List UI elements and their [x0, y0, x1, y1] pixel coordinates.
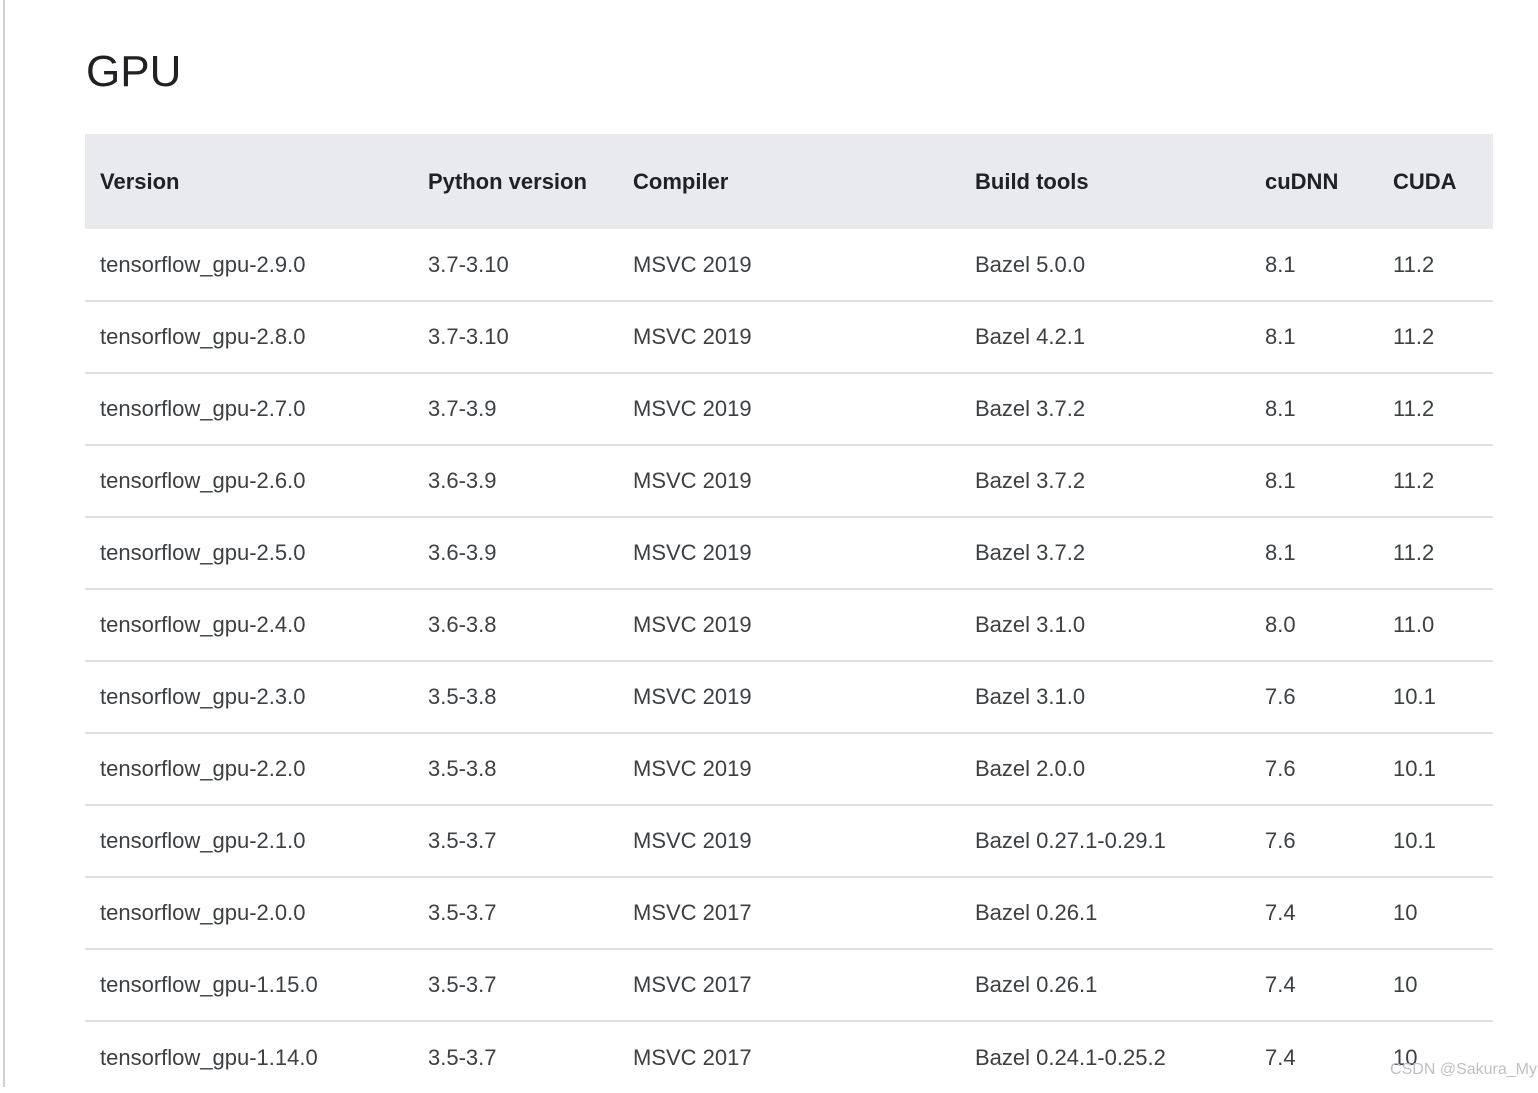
column-header-build-tools: Build tools: [960, 134, 1250, 229]
cell-cuda: 11.0: [1378, 589, 1493, 661]
cell-build-tools: Bazel 3.7.2: [960, 445, 1250, 517]
column-header-cuda: CUDA: [1378, 134, 1493, 229]
cell-build-tools: Bazel 3.7.2: [960, 373, 1250, 445]
cell-version: tensorflow_gpu-1.15.0: [85, 949, 413, 1021]
cell-cudnn: 7.4: [1250, 1021, 1378, 1093]
cell-version: tensorflow_gpu-2.2.0: [85, 733, 413, 805]
cell-version: tensorflow_gpu-2.0.0: [85, 877, 413, 949]
cell-cudnn: 7.4: [1250, 877, 1378, 949]
column-header-cudnn: cuDNN: [1250, 134, 1378, 229]
page-left-border: [3, 0, 5, 1087]
cell-cudnn: 8.0: [1250, 589, 1378, 661]
cell-python-version: 3.5-3.7: [413, 877, 618, 949]
page-title: GPU: [86, 50, 1493, 94]
cell-compiler: MSVC 2019: [618, 805, 960, 877]
cell-version: tensorflow_gpu-2.9.0: [85, 229, 413, 301]
cell-python-version: 3.6-3.9: [413, 517, 618, 589]
column-header-version: Version: [85, 134, 413, 229]
cell-compiler: MSVC 2019: [618, 301, 960, 373]
cell-version: tensorflow_gpu-2.1.0: [85, 805, 413, 877]
cell-cudnn: 8.1: [1250, 229, 1378, 301]
cell-cudnn: 7.6: [1250, 733, 1378, 805]
cell-cuda: 11.2: [1378, 445, 1493, 517]
cell-cuda: 10: [1378, 877, 1493, 949]
cell-python-version: 3.5-3.7: [413, 1021, 618, 1093]
cell-python-version: 3.5-3.7: [413, 805, 618, 877]
column-header-python-version: Python version: [413, 134, 618, 229]
cell-cuda: 11.2: [1378, 517, 1493, 589]
cell-version: tensorflow_gpu-2.8.0: [85, 301, 413, 373]
column-header-compiler: Compiler: [618, 134, 960, 229]
cell-cuda: 10: [1378, 1021, 1493, 1093]
cell-cudnn: 8.1: [1250, 373, 1378, 445]
cell-cuda: 10.1: [1378, 733, 1493, 805]
cell-cudnn: 7.4: [1250, 949, 1378, 1021]
cell-compiler: MSVC 2019: [618, 517, 960, 589]
cell-cudnn: 7.6: [1250, 805, 1378, 877]
cell-compiler: MSVC 2019: [618, 373, 960, 445]
cell-build-tools: Bazel 2.0.0: [960, 733, 1250, 805]
cell-python-version: 3.6-3.9: [413, 445, 618, 517]
cell-cudnn: 8.1: [1250, 517, 1378, 589]
cell-version: tensorflow_gpu-2.5.0: [85, 517, 413, 589]
cell-cuda: 11.2: [1378, 373, 1493, 445]
watermark: CSDN @Sakura_My: [1390, 1061, 1537, 1079]
cell-cuda: 10: [1378, 949, 1493, 1021]
cell-version: tensorflow_gpu-2.6.0: [85, 445, 413, 517]
cell-version: tensorflow_gpu-2.4.0: [85, 589, 413, 661]
cell-cudnn: 8.1: [1250, 301, 1378, 373]
cell-cuda: 10.1: [1378, 661, 1493, 733]
cell-build-tools: Bazel 4.2.1: [960, 301, 1250, 373]
cell-cuda: 11.2: [1378, 229, 1493, 301]
cell-version: tensorflow_gpu-2.7.0: [85, 373, 413, 445]
cell-build-tools: Bazel 5.0.0: [960, 229, 1250, 301]
cell-compiler: MSVC 2019: [618, 445, 960, 517]
cell-compiler: MSVC 2017: [618, 877, 960, 949]
cell-build-tools: Bazel 0.26.1: [960, 877, 1250, 949]
cell-compiler: MSVC 2019: [618, 661, 960, 733]
cell-python-version: 3.5-3.8: [413, 661, 618, 733]
cell-compiler: MSVC 2019: [618, 589, 960, 661]
cell-build-tools: Bazel 3.1.0: [960, 589, 1250, 661]
cell-build-tools: Bazel 3.1.0: [960, 661, 1250, 733]
cell-python-version: 3.5-3.7: [413, 949, 618, 1021]
cell-cudnn: 7.6: [1250, 661, 1378, 733]
cell-python-version: 3.7-3.10: [413, 301, 618, 373]
cell-cuda: 11.2: [1378, 301, 1493, 373]
cell-python-version: 3.7-3.9: [413, 373, 618, 445]
cell-version: tensorflow_gpu-2.3.0: [85, 661, 413, 733]
cell-build-tools: Bazel 0.27.1-0.29.1: [960, 805, 1250, 877]
cell-python-version: 3.5-3.8: [413, 733, 618, 805]
cell-compiler: MSVC 2017: [618, 949, 960, 1021]
cell-python-version: 3.6-3.8: [413, 589, 618, 661]
cell-compiler: MSVC 2019: [618, 733, 960, 805]
cell-cuda: 10.1: [1378, 805, 1493, 877]
cell-build-tools: Bazel 0.26.1: [960, 949, 1250, 1021]
cell-build-tools: Bazel 3.7.2: [960, 517, 1250, 589]
cell-compiler: MSVC 2017: [618, 1021, 960, 1093]
cell-cudnn: 8.1: [1250, 445, 1378, 517]
cell-compiler: MSVC 2019: [618, 229, 960, 301]
cell-build-tools: Bazel 0.24.1-0.25.2: [960, 1021, 1250, 1093]
cell-version: tensorflow_gpu-1.14.0: [85, 1021, 413, 1093]
cell-python-version: 3.7-3.10: [413, 229, 618, 301]
